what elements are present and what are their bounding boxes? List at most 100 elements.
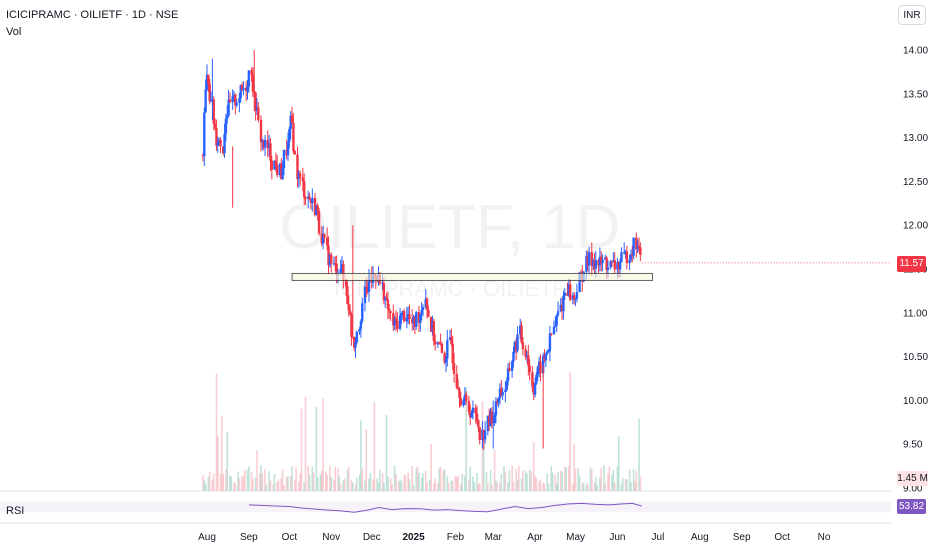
volume-bar — [373, 402, 376, 491]
candle-body — [307, 196, 310, 199]
candle-body — [215, 127, 218, 146]
candle-body — [639, 247, 642, 255]
x-tick-label: Oct — [282, 532, 298, 543]
volume-bar — [287, 476, 289, 491]
candle-body — [463, 394, 467, 401]
candle-body — [482, 429, 485, 440]
currency-button[interactable]: INR — [898, 5, 926, 25]
volume-bar — [464, 476, 466, 491]
volume-bar — [538, 481, 540, 491]
candle-body — [270, 160, 274, 170]
candle-body — [594, 260, 598, 269]
volume-bar — [622, 478, 624, 491]
volume-bar — [334, 466, 337, 491]
candle-body — [543, 355, 546, 361]
volume-bar — [438, 468, 441, 491]
candle-body — [303, 181, 306, 198]
candle-body — [438, 342, 441, 344]
candle-body — [456, 387, 460, 390]
volume-bar — [308, 475, 311, 491]
rsi-label: RSI — [6, 505, 25, 517]
volume-bar — [204, 483, 207, 491]
candle-body — [498, 388, 502, 399]
volume-bar — [447, 482, 450, 491]
candle-body — [235, 102, 238, 106]
volume-bar — [208, 471, 211, 491]
volume-bar — [473, 481, 476, 491]
candle-body — [606, 267, 610, 271]
candle-body — [440, 343, 444, 353]
candle-body — [334, 263, 337, 265]
candle-body — [555, 315, 558, 326]
volume-bar — [233, 482, 235, 491]
volume-bar — [559, 470, 562, 491]
volume-bar — [320, 470, 323, 491]
y-tick-label: 9.50 — [903, 440, 923, 451]
candle-body — [566, 292, 569, 296]
candle-body — [242, 87, 245, 90]
rsi-line — [248, 502, 642, 513]
candle-body — [500, 388, 503, 396]
volume-bar — [234, 483, 237, 491]
candle-body — [328, 254, 332, 266]
volume-bar — [451, 480, 454, 491]
candle-body — [609, 261, 612, 268]
support-zone — [291, 272, 653, 281]
symbol-title[interactable]: ICICIPRAMC · OILIETF · 1D · NSE — [6, 9, 179, 21]
volume-bar — [443, 469, 446, 491]
candle-body — [231, 96, 234, 103]
candle-body — [394, 318, 398, 321]
y-tick-label: 11.00 — [903, 308, 928, 319]
volume-bar — [554, 474, 557, 491]
x-tick-label: Dec — [363, 532, 381, 543]
volume-bar — [280, 477, 283, 491]
volume-bar — [439, 467, 442, 491]
candle-body — [631, 254, 634, 256]
y-tick-label: 13.00 — [903, 133, 928, 144]
candle-body — [212, 99, 215, 124]
candle-body — [347, 304, 350, 311]
candle-body — [296, 154, 299, 179]
volume-bar — [534, 476, 536, 491]
volume-bar — [535, 477, 538, 491]
volume-bar — [361, 468, 364, 491]
volume-bar — [256, 450, 258, 491]
volume-bar — [585, 484, 588, 491]
candle-body — [470, 412, 473, 418]
volume-bar — [532, 441, 535, 491]
volume-bar — [616, 466, 619, 491]
volume-bar — [329, 465, 331, 491]
volume-bar — [268, 471, 270, 491]
volume-bar — [547, 483, 550, 491]
volume-bar — [381, 472, 384, 491]
candle-body — [400, 313, 403, 316]
candle-body — [624, 251, 627, 253]
candle-body — [506, 368, 510, 382]
volume-bar — [450, 480, 453, 491]
volume-bar — [460, 484, 462, 491]
volume-bar — [315, 406, 318, 491]
volume-bar — [628, 469, 631, 491]
candle-body — [535, 374, 538, 384]
candle-body — [311, 197, 314, 204]
volume-bar — [626, 479, 628, 491]
candle-body — [420, 310, 423, 315]
candle-body — [250, 70, 253, 75]
candle-body — [415, 312, 418, 327]
candle-body — [323, 234, 326, 238]
candle-body — [280, 163, 283, 180]
candle-body — [497, 398, 500, 403]
volume-bar — [428, 479, 431, 491]
volume-bar — [265, 484, 268, 491]
volume-bar — [258, 473, 261, 491]
volume-bar — [496, 482, 499, 491]
candle-body — [575, 292, 579, 299]
candle-body — [512, 351, 515, 362]
volume-bar — [557, 471, 559, 491]
volume-bar — [515, 469, 517, 491]
candle-body — [222, 146, 225, 154]
candle-body — [281, 168, 284, 180]
volume-bar — [482, 431, 485, 491]
y-tick-label: 10.00 — [903, 396, 928, 407]
